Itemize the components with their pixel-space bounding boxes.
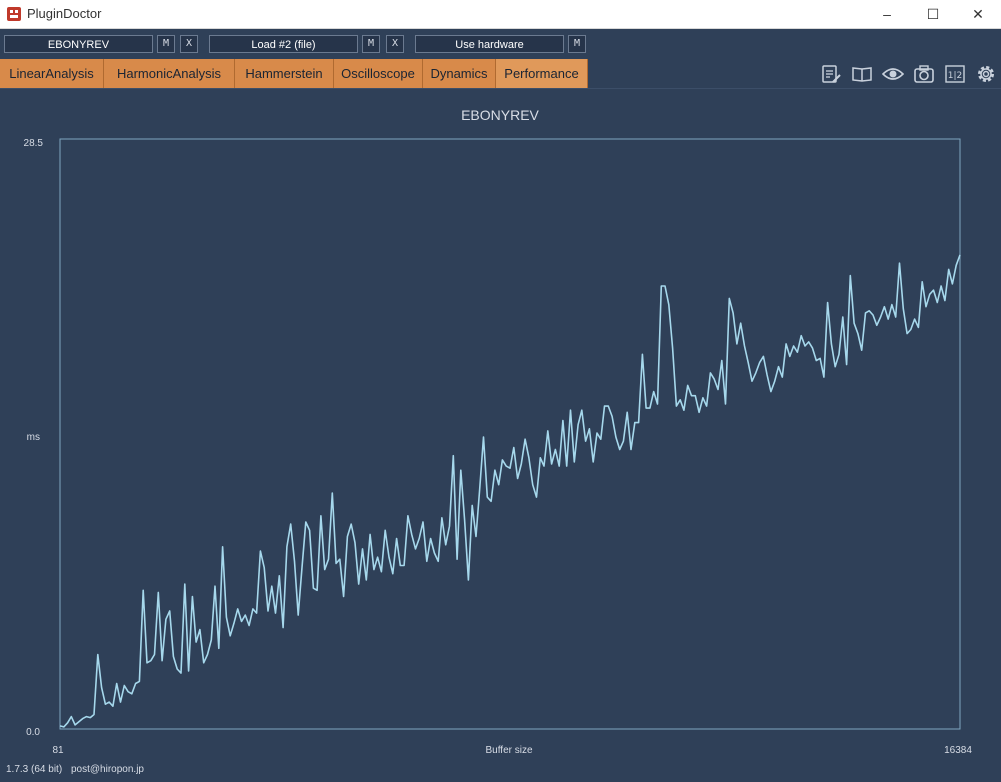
tab-oscilloscope[interactable]: Oscilloscope [334, 59, 423, 88]
tab-hammerstein[interactable]: Hammerstein [235, 59, 334, 88]
minimize-button[interactable]: – [883, 6, 891, 22]
y-tick-max: 28.5 [24, 138, 44, 149]
tab-dynamics[interactable]: Dynamics [423, 59, 496, 88]
chart-title: EBONYREV [461, 107, 539, 123]
app-icon [7, 7, 21, 21]
plugin-mute-button[interactable]: M [157, 35, 175, 53]
x-axis-label: Buffer size [485, 745, 532, 756]
load-mute-button[interactable]: M [362, 35, 380, 53]
email-label: post@hiropon.jp [71, 764, 144, 775]
x-tick-min: 81 [52, 745, 64, 756]
plugin-remove-button[interactable]: X [180, 35, 198, 53]
tab-linear-analysis[interactable]: LinearAnalysis [0, 59, 104, 88]
compare-icon[interactable]: 1|2 [944, 63, 966, 85]
window-title: PluginDoctor [27, 6, 102, 21]
hardware-mute-button[interactable]: M [568, 35, 586, 53]
x-tick-max: 16384 [944, 745, 972, 756]
tab-harmonic-analysis[interactable]: HarmonicAnalysis [104, 59, 235, 88]
compare-label: 1|2 [948, 71, 962, 81]
notes-icon[interactable] [820, 63, 842, 85]
load-remove-button[interactable]: X [386, 35, 404, 53]
series-line-latency [59, 254, 961, 728]
y-tick-min: 0.0 [26, 727, 40, 738]
plot-area [59, 138, 961, 730]
performance-chart: EBONYREV 28.5 ms 0.0 81 Buffer size 1638… [24, 107, 973, 756]
maximize-button[interactable]: ☐ [926, 6, 940, 22]
tab-performance[interactable]: Performance [496, 59, 588, 88]
load-select[interactable]: Load #2 (file) [209, 35, 358, 53]
close-button[interactable]: ✕ [972, 6, 984, 22]
y-axis-label: ms [27, 432, 40, 443]
title-bar: PluginDoctor – ☐ ✕ [0, 0, 1001, 29]
plugin-select[interactable]: EBONYREV [4, 35, 153, 53]
gear-icon[interactable] [975, 63, 997, 85]
hardware-select[interactable]: Use hardware [415, 35, 564, 53]
camera-icon[interactable] [913, 63, 935, 85]
version-label: 1.7.3 (64 bit) [6, 764, 63, 775]
book-icon[interactable] [851, 63, 873, 85]
plugin-toolbar: EBONYREV M X Load #2 (file) M X Use hard… [0, 29, 1001, 59]
tab-divider [0, 88, 1001, 89]
eye-icon[interactable] [882, 63, 904, 85]
